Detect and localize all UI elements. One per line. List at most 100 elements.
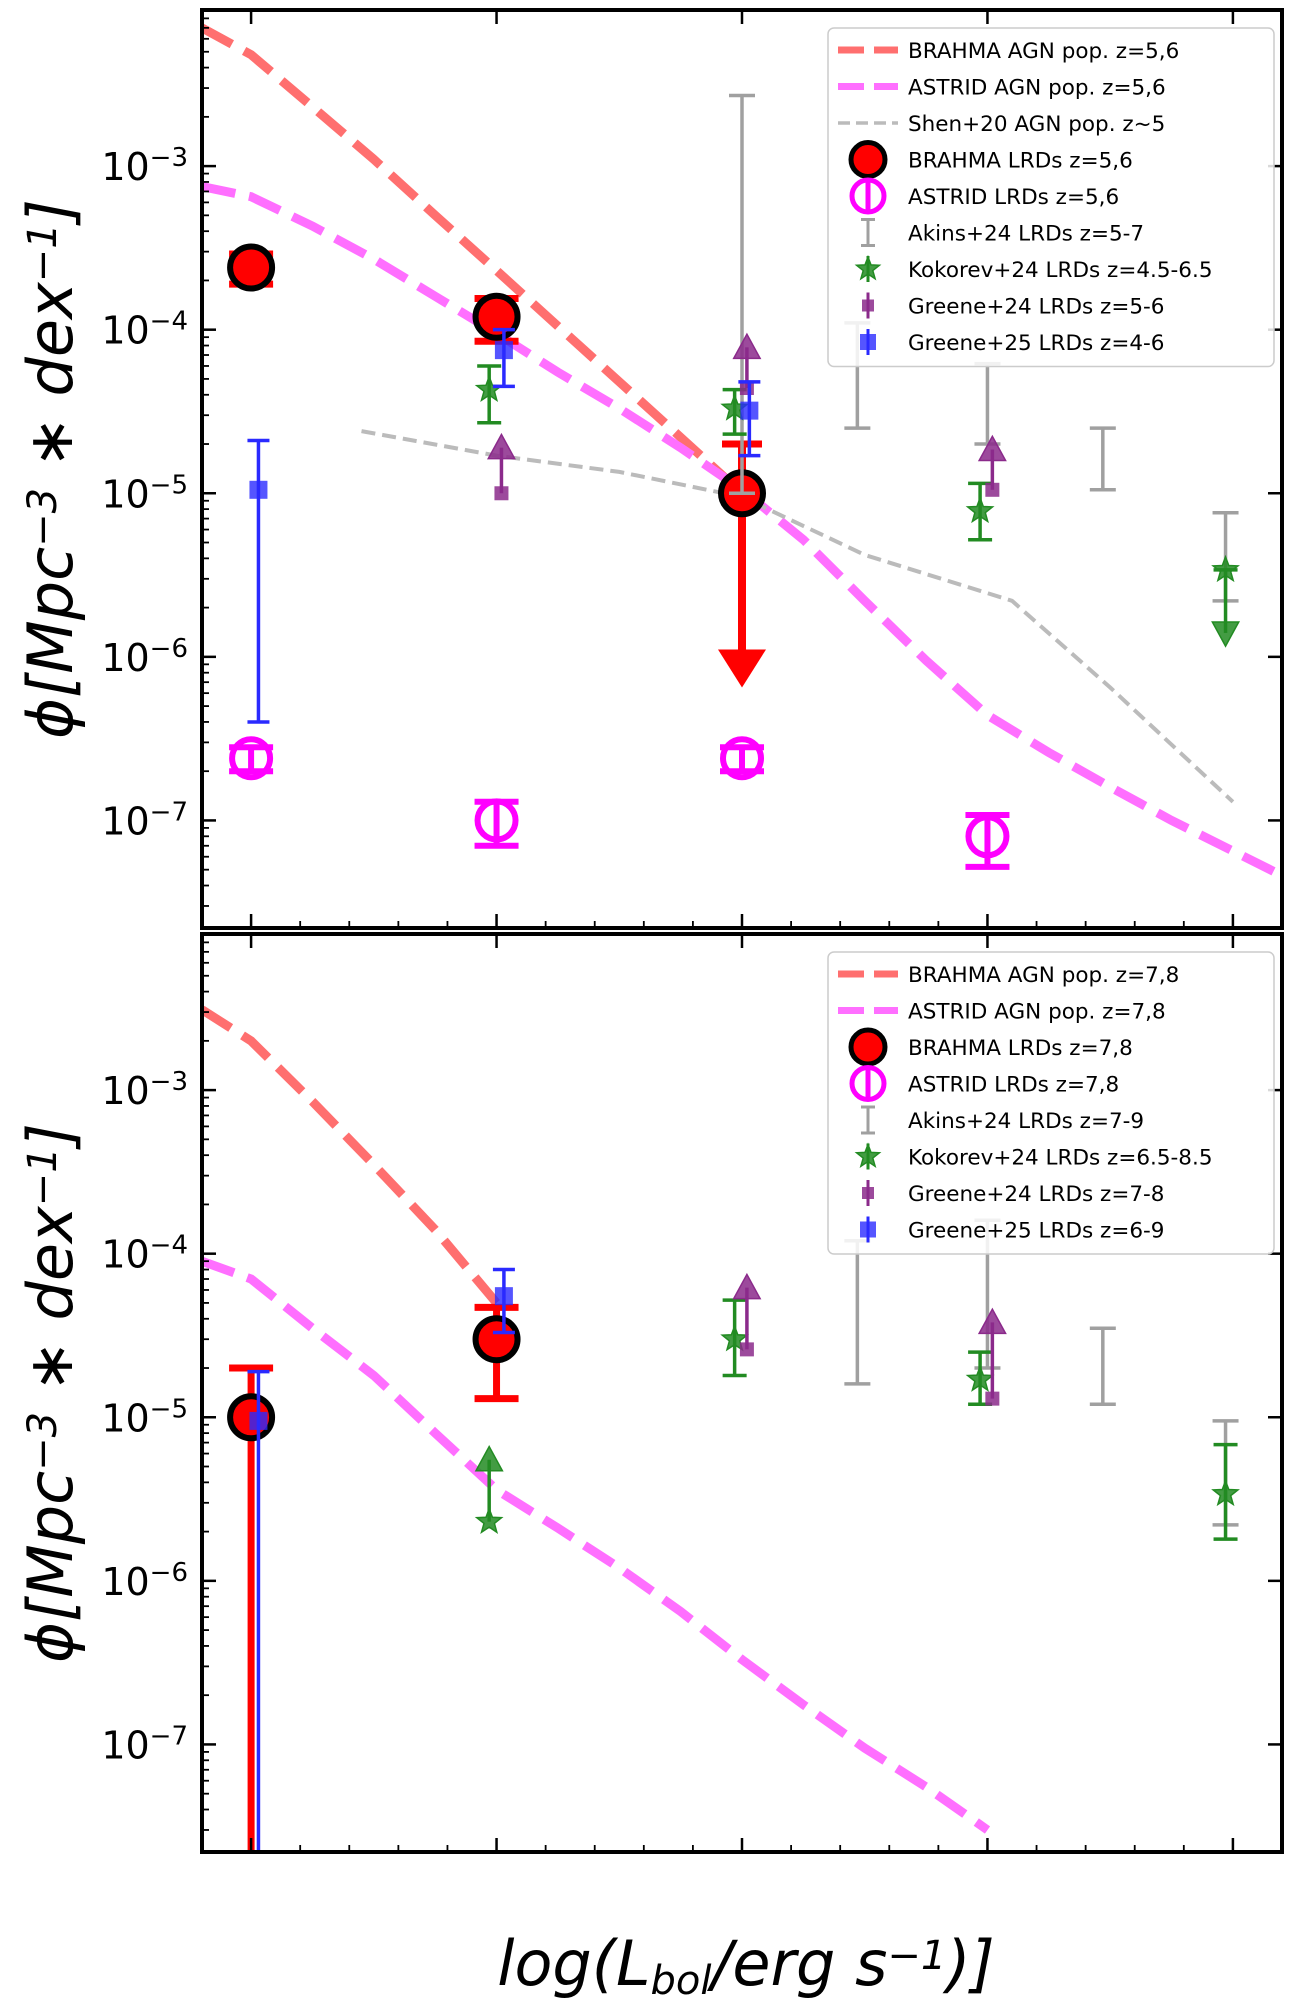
top-legend-greene-25-lrds-z-4-6-swatch	[860, 334, 876, 350]
bottom-greene-24-lrds-z-7-8-point-1-limit-arrow	[977, 1307, 1007, 1335]
bottom-legend-kokorev-24-lrds-z-6-5-8-5-label: Kokorev+24 LRDs z=6.5-8.5	[908, 1146, 1213, 1171]
bottom-brahma-lrds-z-7-8-series	[227, 1303, 521, 1852]
top-y-tick-label-exponent: −5	[150, 470, 188, 500]
top-legend-greene-24-lrds-z-5-6-swatch	[862, 299, 874, 312]
top-legend-kokorev-24-lrds-z-4-5-6-5-label: Kokorev+24 LRDs z=4.5-6.5	[908, 258, 1213, 283]
bottom-y-axis-title-part: ]	[14, 1123, 87, 1150]
top-y-axis-title-part: ϕ[Mpc	[14, 547, 87, 739]
top-y-tick-label-base: 10	[101, 799, 149, 843]
bottom-y-tick-label-4: 10−7	[101, 1721, 188, 1767]
bottom-greene-25-lrds-z-6-9-point-1-marker	[494, 1287, 513, 1306]
top-astrid-lrds-z-5-6-point-2-marker	[720, 736, 764, 781]
top-brahma-lrds-z-5-6-series	[227, 243, 766, 688]
bottom-y-axis-title-part: ϕ[Mpc	[14, 1471, 87, 1663]
top-legend-astrid-lrds-z-5-6-label: ASTRID LRDs z=5,6	[908, 185, 1119, 210]
top-legend-shen-20-agn-pop-z-5-label: Shen+20 AGN pop. z~5	[908, 112, 1165, 137]
top-y-axis-title: ϕ[Mpc−3 ∗ dex−1]	[14, 199, 87, 739]
top-y-tick-label-base: 10	[101, 636, 149, 680]
bottom-y-tick-label-base: 10	[101, 1396, 149, 1440]
top-legend-kokorev-24-lrds-z-4-5-6-5-swatch	[854, 254, 882, 281]
top-brahma-lrds-z-5-6-point-0-marker	[227, 243, 276, 292]
bottom-axes: 10−310−410−510−610−7ϕ[Mpc−3 ∗ dex−1]	[14, 932, 1284, 1854]
bottom-akins-24-lrds-z-7-9-series	[844, 1218, 1239, 1527]
bottom-y-tick-label-0: 10−3	[101, 1067, 188, 1113]
top-greene-24-lrds-z-5-6-point-0-limit-arrow	[486, 432, 516, 460]
top-brahma-agn-pop-z-5-6-line	[202, 23, 746, 497]
bottom-legend-greene-25-lrds-z-6-9-swatch	[860, 1221, 876, 1238]
bottom-legend-akins-24-lrds-z-7-9-label: Akins+24 LRDs z=7-9	[908, 1109, 1144, 1134]
top-legend-astrid-agn-pop-z-5-6-label: ASTRID AGN pop. z=5,6	[908, 76, 1166, 101]
top-legend-box	[827, 27, 1275, 368]
top-legend-brahma-agn-pop-z-5-6-label: BRAHMA AGN pop. z=5,6	[908, 39, 1179, 64]
top-astrid-lrds-z-5-6-series	[229, 736, 1010, 870]
top-kokorev-24-lrds-z-4-5-6-5-point-3-marker	[1211, 554, 1240, 583]
bottom-y-tick-label-exponent: −7	[150, 1721, 188, 1751]
top-greene-24-lrds-z-5-6-point-0-marker	[494, 486, 509, 501]
top-legend-brahma-lrds-z-5-6-label: BRAHMA LRDs z=5,6	[908, 149, 1133, 174]
top-astrid-lrds-z-5-6-point-3-marker	[965, 814, 1010, 859]
top-legend-greene-25-lrds-z-4-6-label: Greene+25 LRDs z=4-6	[908, 331, 1164, 356]
bottom-brahma-lrds-z-7-8-point-1-marker	[472, 1315, 521, 1364]
bottom-kokorev-24-lrds-z-6-5-8-5-point-3-marker	[1211, 1478, 1240, 1507]
bottom-legend-greene-24-lrds-z-7-8-swatch	[862, 1187, 874, 1199]
top-greene-24-lrds-z-5-6-point-2-limit-arrow	[977, 434, 1007, 462]
bottom-legend-box	[827, 951, 1275, 1255]
top-y-tick-label-2: 10−5	[101, 470, 188, 516]
top-greene-25-lrds-z-4-6-point-2-marker	[740, 401, 759, 420]
bottom-y-tick-label-base: 10	[101, 1723, 149, 1767]
top-greene-25-lrds-z-4-6-point-1-marker	[494, 341, 513, 360]
top-legend-akins-24-lrds-z-5-7-label: Akins+24 LRDs z=5-7	[908, 222, 1144, 247]
bottom-brahma-agn-pop-z-7-8-line	[202, 1005, 500, 1306]
top-y-tick-label-1: 10−4	[101, 306, 188, 352]
bottom-legend-brahma-lrds-z-7-8-label: BRAHMA LRDs z=7,8	[908, 1036, 1133, 1061]
bottom-kokorev-24-lrds-z-6-5-8-5-point-0-limit-arrow	[474, 1444, 504, 1472]
bottom-y-axis-title-part: −3	[20, 1412, 66, 1471]
top-y-tick-label-base: 10	[101, 145, 149, 189]
top-y-tick-label-exponent: −3	[150, 143, 188, 173]
top-y-axis-title-part: −1	[20, 223, 66, 282]
bottom-y-tick-label-exponent: −4	[150, 1230, 188, 1260]
top-y-tick-label-exponent: −7	[150, 797, 188, 827]
top-shen-20-agn-pop-z-5-line	[361, 429, 1235, 804]
top-greene-25-lrds-z-4-6-series	[247, 327, 761, 724]
bottom-legend-brahma-lrds-z-7-8-swatch	[848, 1027, 888, 1067]
bottom-y-tick-label-2: 10−5	[101, 1394, 188, 1440]
bottom-plot-area	[202, 1005, 1240, 1852]
panel-bottom: 10−310−410−510−610−7ϕ[Mpc−3 ∗ dex−1] BRA…	[14, 932, 1284, 1854]
bottom-y-tick-label-exponent: −5	[150, 1394, 188, 1424]
bottom-y-tick-label-base: 10	[101, 1560, 149, 1604]
bottom-greene-25-lrds-z-6-9-point-0-marker	[249, 1411, 268, 1430]
bottom-legend: BRAHMA AGN pop. z=7,8 ASTRID AGN pop. z=7…	[827, 951, 1275, 1255]
top-y-tick-label-4: 10−7	[101, 797, 188, 843]
bottom-greene-24-lrds-z-7-8-series	[732, 1272, 1007, 1406]
bottom-y-axis-title-part: −1	[20, 1147, 66, 1206]
top-y-tick-label-exponent: −6	[150, 634, 188, 664]
bottom-y-tick-label-1: 10−4	[101, 1230, 188, 1276]
top-y-axis-title-part: −3	[20, 488, 66, 547]
top-astrid-lrds-z-5-6-point-1-marker	[474, 798, 519, 843]
top-legend-astrid-lrds-z-5-6-swatch	[849, 177, 887, 215]
top-legend: BRAHMA AGN pop. z=5,6 ASTRID AGN pop. z=5…	[827, 27, 1275, 368]
bottom-kokorev-24-lrds-z-6-5-8-5-point-1-marker	[720, 1324, 750, 1352]
top-kokorev-24-lrds-z-4-5-6-5-point-3-limit-arrow	[1211, 621, 1241, 648]
bottom-legend-astrid-lrds-z-7-8-swatch	[849, 1065, 887, 1102]
bottom-legend-greene-24-lrds-z-7-8-label: Greene+24 LRDs z=7-8	[908, 1182, 1164, 1207]
bottom-greene-25-lrds-z-6-9-series	[247, 1267, 515, 1852]
bottom-legend-greene-25-lrds-z-6-9-label: Greene+25 LRDs z=6-9	[908, 1219, 1164, 1244]
top-y-tick-label-exponent: −4	[150, 306, 188, 336]
top-legend-brahma-lrds-z-5-6-swatch	[848, 140, 888, 179]
top-astrid-lrds-z-5-6-point-0-marker	[229, 736, 274, 781]
top-y-axis-title-part: ∗ dex	[14, 281, 87, 488]
top-y-tick-label-base: 10	[101, 472, 149, 516]
panel-top: 10−310−410−510−610−7ϕ[Mpc−3 ∗ dex−1] BRA…	[14, 8, 1284, 930]
bottom-y-tick-label-exponent: −6	[150, 1558, 188, 1588]
top-greene-24-lrds-z-5-6-series	[486, 332, 1007, 501]
top-greene-24-lrds-z-5-6-point-1-limit-arrow	[732, 332, 762, 360]
bottom-legend-astrid-lrds-z-7-8-label: ASTRID LRDs z=7,8	[908, 1073, 1119, 1098]
top-legend-greene-24-lrds-z-5-6-label: Greene+24 LRDs z=5-6	[908, 295, 1164, 320]
bottom-y-axis-title: ϕ[Mpc−3 ∗ dex−1]	[14, 1123, 87, 1663]
bottom-y-tick-label-base: 10	[101, 1233, 149, 1277]
bottom-legend-kokorev-24-lrds-z-6-5-8-5-swatch	[854, 1142, 882, 1168]
top-y-axis-title-part: ]	[14, 199, 87, 226]
